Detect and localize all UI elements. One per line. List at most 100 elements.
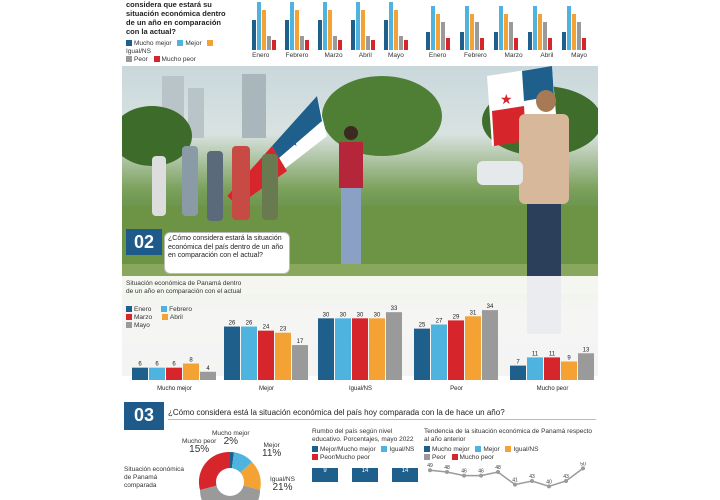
section-03-mid: Rumbo del país según nivel educativo. Po… bbox=[312, 428, 420, 482]
legend-label: Igual/NS bbox=[513, 446, 539, 453]
trend-value: 48 bbox=[444, 465, 450, 471]
mini-bar bbox=[333, 36, 337, 50]
mini-bar bbox=[384, 20, 388, 50]
bar-value-label: 30 bbox=[340, 312, 347, 318]
legend-label: Abril bbox=[169, 314, 183, 321]
mini-bar bbox=[272, 40, 276, 50]
trend-point bbox=[496, 470, 500, 474]
mini-bar bbox=[257, 2, 261, 50]
mini-bar bbox=[290, 2, 294, 50]
legend-swatch bbox=[153, 56, 160, 63]
legend-label: Peor/Mucho peor bbox=[320, 454, 370, 461]
month-label: Mayo bbox=[387, 52, 404, 59]
bar-value-label: 30 bbox=[374, 312, 381, 318]
bar-value-label: 11 bbox=[532, 351, 539, 357]
trend-point bbox=[428, 468, 432, 473]
section-03-right: Tendencia de la situación económica de P… bbox=[424, 428, 598, 497]
mini-bar bbox=[494, 32, 498, 50]
trend-line bbox=[429, 467, 584, 488]
bar-2-2 bbox=[352, 318, 368, 380]
pie-label-igual: Igual/NS 21% bbox=[270, 476, 295, 493]
bar-0-3 bbox=[183, 363, 199, 380]
month-label: Mayo bbox=[571, 52, 588, 59]
mini-bar bbox=[426, 32, 430, 50]
legend-label: Mucho peor bbox=[161, 56, 196, 63]
mini-bar bbox=[404, 40, 408, 50]
month-label: Enero bbox=[252, 52, 270, 59]
trend-value: 48 bbox=[495, 465, 501, 471]
svg-text:★: ★ bbox=[500, 91, 513, 107]
bar-value-label: 34 bbox=[487, 304, 494, 310]
bar-value-label: 33 bbox=[391, 306, 398, 312]
bar-value-label: 24 bbox=[263, 325, 270, 331]
mini-bar bbox=[499, 6, 503, 50]
top-mini-chart-right: Enero Febrero Marzo Abril Mayo bbox=[420, 0, 596, 62]
legend-label: Mucho mejor bbox=[432, 446, 470, 453]
trend-point bbox=[513, 482, 517, 487]
section-02-legend: Enero Febrero Marzo Abril Mayo bbox=[126, 306, 216, 330]
trend-value: 50 bbox=[580, 462, 586, 467]
top-left-legend: Mucho mejor Mejor Igual/NS Peor Mucho pe… bbox=[124, 36, 236, 64]
mini-months-right: Enero Febrero Marzo Abril Mayo bbox=[420, 52, 596, 60]
pie-label-mejor: Mejor 11% bbox=[262, 442, 282, 459]
bar-4-4 bbox=[578, 353, 594, 380]
mini-bar bbox=[441, 22, 445, 50]
category-label: Igual/NS bbox=[349, 386, 372, 392]
trend-line-chart: 49 48 46 46 48 41 43 40 43 50 bbox=[427, 461, 586, 489]
section-02-question-box: ¿Cómo considera estará la situación econ… bbox=[164, 232, 290, 274]
mini-bar bbox=[543, 22, 547, 50]
section-02-subtitle: Situación económica de Panamá dentro de … bbox=[126, 280, 242, 295]
legend-swatch bbox=[424, 446, 430, 453]
bar-value-label: 13 bbox=[583, 347, 590, 353]
legend-swatch bbox=[207, 40, 214, 47]
bar-3-3 bbox=[465, 316, 481, 380]
month-label: Febrero bbox=[464, 52, 487, 59]
crowd bbox=[152, 146, 302, 226]
trend-value: 40 bbox=[546, 479, 552, 485]
mini-bar bbox=[567, 6, 571, 50]
mini-bar bbox=[295, 10, 299, 50]
mini-bar bbox=[366, 36, 370, 50]
pie-label-mucho-mejor: Mucho mejor 2% bbox=[212, 430, 250, 447]
mini-bar bbox=[305, 40, 309, 50]
legend-label: Peor bbox=[432, 454, 446, 461]
legend-label: Mucho mejor bbox=[134, 40, 172, 47]
mini-bar bbox=[460, 32, 464, 50]
month-label: Enero bbox=[428, 52, 447, 59]
mini-bar bbox=[538, 14, 542, 50]
legend-label: Mejor bbox=[483, 446, 500, 453]
trend-value: 43 bbox=[529, 474, 535, 480]
section-03-badge: 03 bbox=[124, 402, 164, 430]
month-label: Abril bbox=[540, 52, 554, 59]
legend-label: Mayo bbox=[134, 322, 150, 329]
legend-swatch bbox=[505, 446, 512, 453]
trend-value: 46 bbox=[461, 469, 467, 475]
mini-bar bbox=[285, 20, 289, 50]
bar-value-label: 30 bbox=[357, 312, 364, 318]
right-title: Tendencia de la situación económica de P… bbox=[424, 428, 593, 443]
legend-swatch bbox=[424, 454, 430, 461]
mini-bar bbox=[338, 40, 342, 50]
legend-swatch bbox=[126, 56, 132, 63]
bar-value-label: 7 bbox=[516, 360, 520, 366]
building bbox=[188, 88, 204, 138]
mini-bar bbox=[480, 38, 484, 50]
mini-bar bbox=[446, 38, 450, 50]
bar-value-label: 25 bbox=[419, 323, 426, 329]
mini-months-left: Enero Febrero Marzo Abril Mayo bbox=[244, 52, 412, 60]
mini-bar bbox=[431, 6, 435, 50]
mini-bar bbox=[318, 20, 322, 50]
mini-bars-right-svg bbox=[426, 6, 586, 50]
legend-swatch bbox=[161, 314, 168, 321]
bar-3-2 bbox=[448, 320, 464, 380]
right-legend: Mucho mejor Mejor Igual/NS Peor Mucho pe… bbox=[424, 446, 598, 462]
mid-bars: 9 14 14 bbox=[312, 468, 420, 482]
trend-value: 46 bbox=[478, 469, 484, 475]
trend-point bbox=[479, 473, 483, 478]
category-label: Mucho peor bbox=[537, 386, 569, 392]
bar-1-3 bbox=[275, 332, 291, 380]
bar-value-label: 6 bbox=[138, 362, 142, 368]
mini-bar bbox=[528, 32, 532, 50]
legend-swatch bbox=[381, 446, 388, 453]
trend-value: 43 bbox=[563, 474, 569, 480]
